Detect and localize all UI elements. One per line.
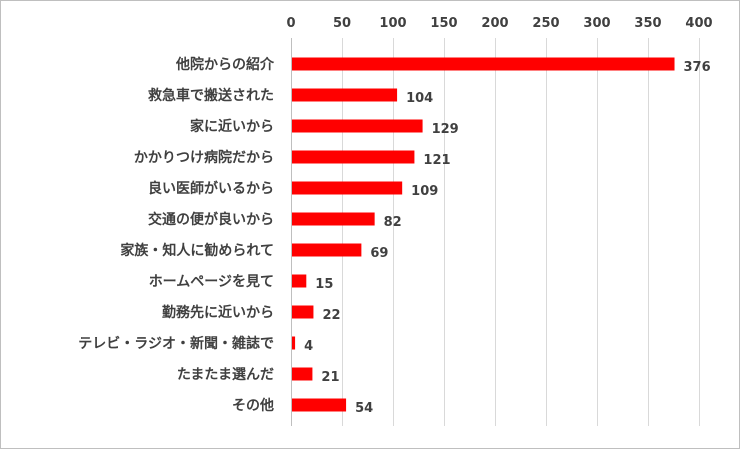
x-tick-label: 300 <box>583 16 610 31</box>
x-tick-label: 250 <box>532 16 559 31</box>
bar <box>292 243 362 257</box>
data-label: 376 <box>684 60 711 75</box>
category-label: 勤務先に近いから <box>162 304 274 321</box>
data-label: 15 <box>315 277 333 292</box>
category-label: ホームページを見て <box>149 274 274 290</box>
category-label: かかりつけ病院だから <box>134 149 274 166</box>
category-label: 家族・知人に勧められて <box>120 242 274 259</box>
category-label: 良い医師がいるから <box>148 180 274 197</box>
gridlines <box>291 38 700 426</box>
bar <box>292 150 415 164</box>
category-label: 他院からの紹介 <box>175 56 275 73</box>
data-label: 104 <box>406 91 433 106</box>
data-label: 54 <box>355 401 373 416</box>
x-tick-label: 50 <box>333 16 351 31</box>
category-label: たまたま選んだ <box>177 367 274 383</box>
category-labels: 他院からの紹介救急車で搬送された家に近いからかかりつけ病院だから良い医師がいるか… <box>78 56 275 414</box>
bar <box>292 119 423 133</box>
bars <box>292 57 675 412</box>
bar <box>292 181 403 195</box>
x-tick-label: 100 <box>379 16 406 31</box>
bar <box>292 305 314 319</box>
bar <box>292 212 375 226</box>
x-tick-label: 0 <box>286 16 295 31</box>
x-tick-label: 200 <box>481 16 508 31</box>
data-label: 22 <box>322 308 340 323</box>
data-label: 4 <box>304 339 313 354</box>
x-axis-ticks: 0 50 100 150 200 250 300 350 400 <box>286 16 712 31</box>
bar <box>292 88 398 102</box>
category-label: 救急車で搬送された <box>148 87 274 104</box>
data-label: 82 <box>384 215 402 230</box>
category-label: 家に近いから <box>190 118 274 135</box>
data-label: 69 <box>370 246 388 261</box>
data-label: 21 <box>321 370 339 385</box>
x-tick-label: 150 <box>430 16 457 31</box>
category-label: テレビ・ラジオ・新聞・雑誌で <box>78 335 274 352</box>
x-tick-label: 350 <box>634 16 661 31</box>
data-labels: 376 104 129 121 109 82 69 15 22 4 21 54 <box>304 60 711 416</box>
bar <box>292 336 296 350</box>
bar <box>292 367 313 381</box>
data-label: 109 <box>411 184 438 199</box>
data-label: 129 <box>432 122 459 137</box>
bar <box>292 398 347 412</box>
category-label: 交通の便が良いから <box>148 211 274 228</box>
data-label: 121 <box>423 153 450 168</box>
bar <box>292 57 675 71</box>
bar <box>292 274 307 288</box>
category-label: その他 <box>232 397 274 414</box>
x-tick-label: 400 <box>685 16 712 31</box>
